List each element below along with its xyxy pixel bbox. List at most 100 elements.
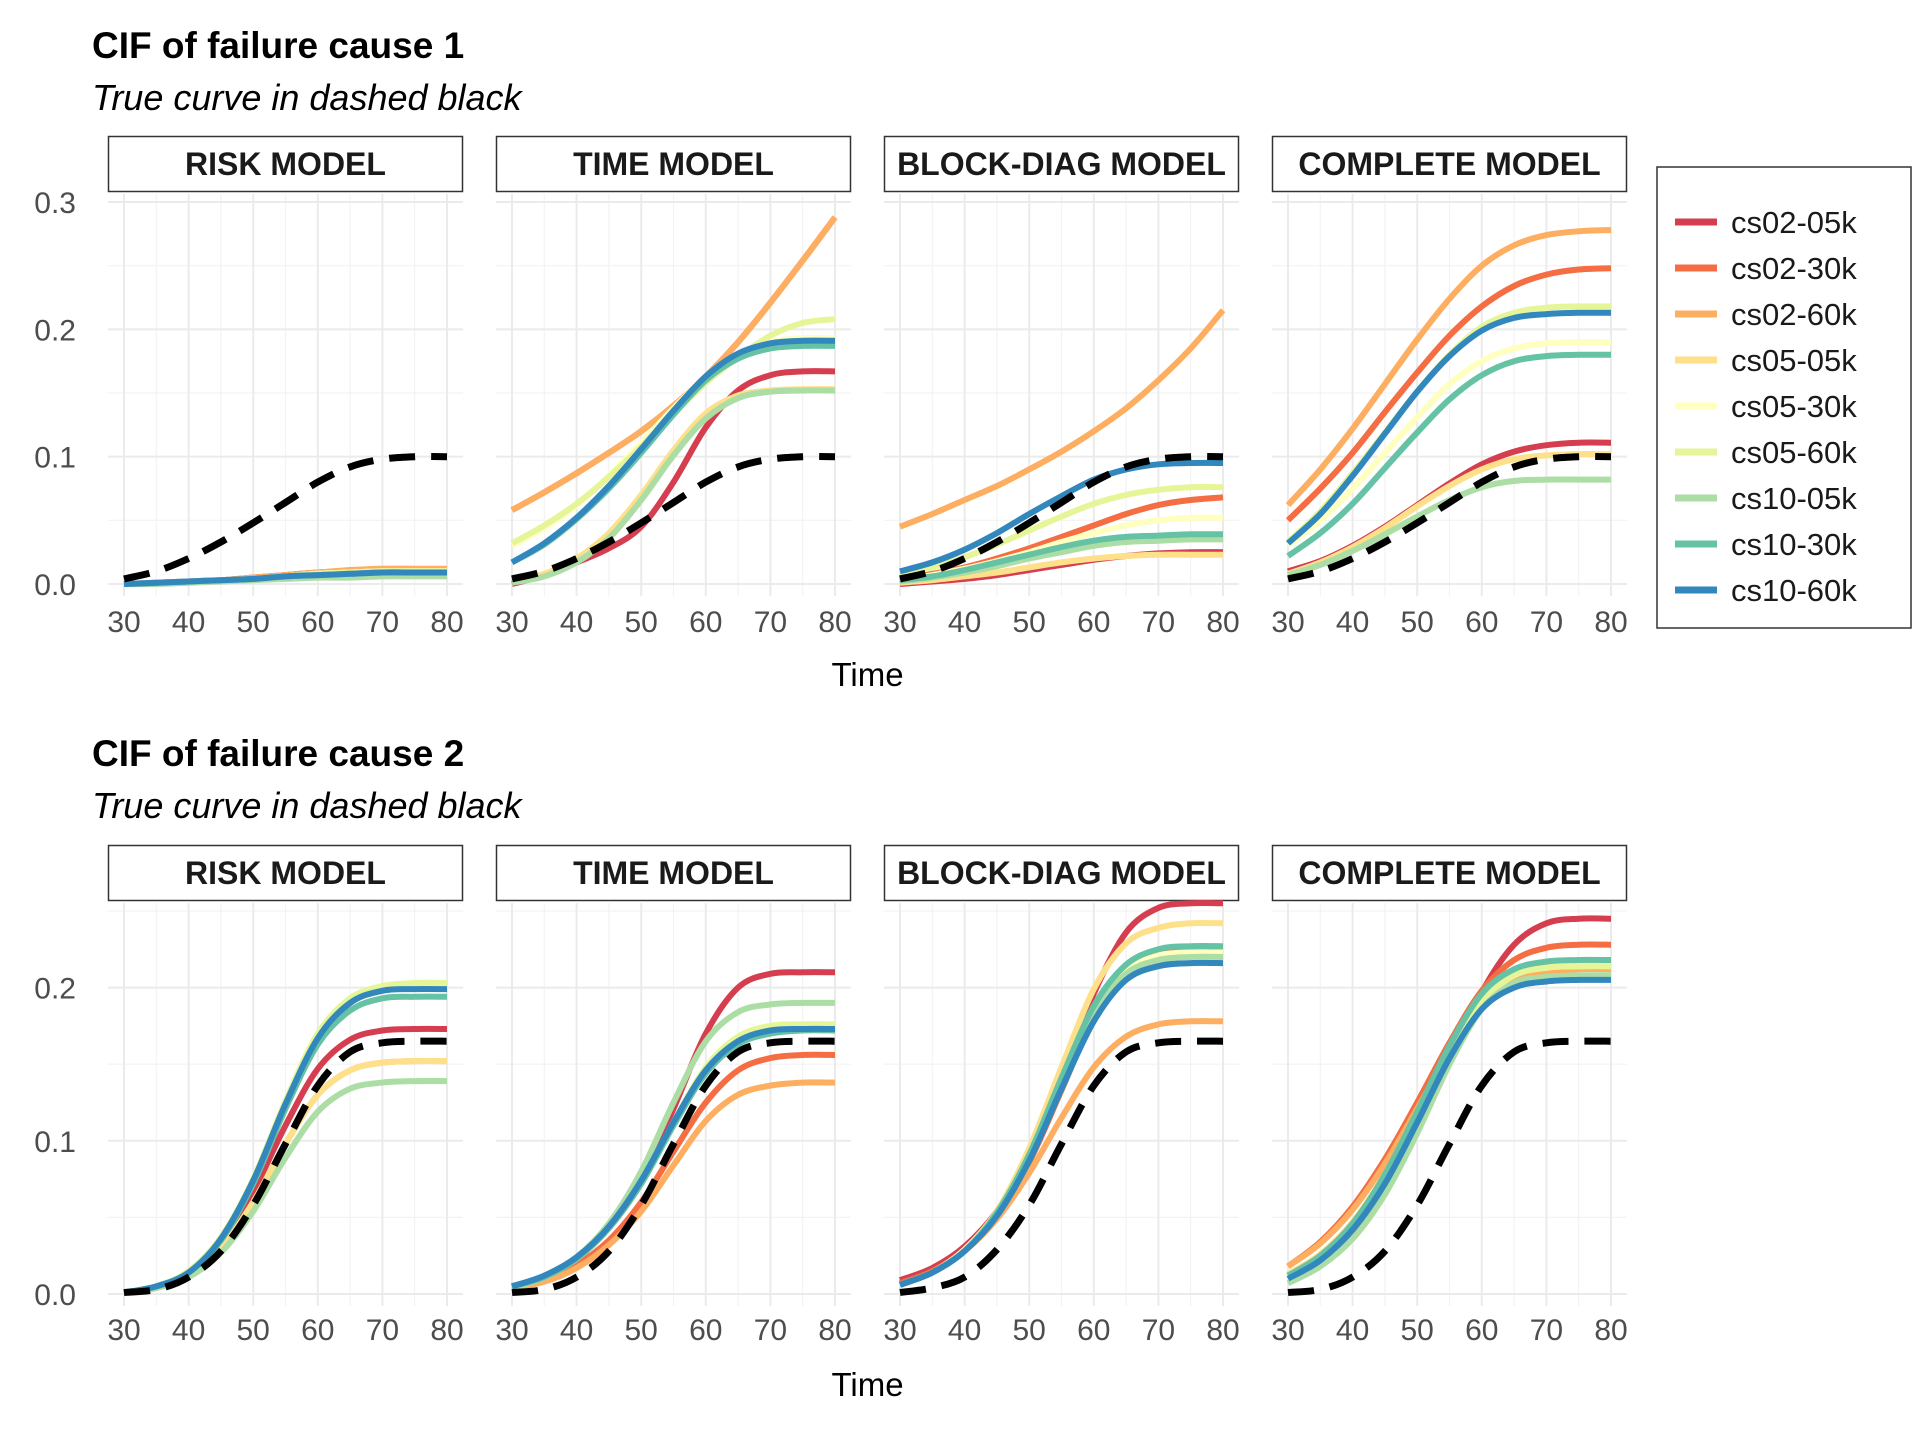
x-tick-label: 30 <box>1271 606 1304 639</box>
x-tick-label: 50 <box>237 1314 270 1347</box>
x-tick-label: 80 <box>818 1314 851 1347</box>
series-line-cs10-60k <box>899 459 1224 575</box>
series-layer <box>1285 227 1612 583</box>
legend-label: cs10-05k <box>1731 481 1857 516</box>
x-tick-label: 70 <box>1142 1314 1175 1347</box>
strip-label: COMPLETE MODEL <box>1298 855 1600 891</box>
strip-label: BLOCK-DIAG MODEL <box>897 146 1226 182</box>
true-curve <box>123 1037 448 1296</box>
strip-box <box>1271 135 1628 193</box>
chart-title: CIF of failure cause 1 <box>92 25 464 66</box>
x-tick-label: 50 <box>625 606 658 639</box>
strip-box <box>107 135 464 193</box>
x-tick-label: 30 <box>883 1314 916 1347</box>
x-tick-label: 50 <box>625 1314 658 1347</box>
x-tick-label: 30 <box>107 1314 140 1347</box>
chart-1: CIF of failure cause 1 True curve in dash… <box>34 25 1627 693</box>
legend-label: cs02-05k <box>1731 205 1857 240</box>
x-tick-label: 60 <box>1465 606 1498 639</box>
x-tick-label: 50 <box>1401 1314 1434 1347</box>
legend-label: cs05-05k <box>1731 343 1857 378</box>
series-line-cs10-30k <box>1286 956 1612 1279</box>
series-line-cs02-60k <box>898 308 1226 530</box>
panel-time-model: TIME MODEL 30 40 50 60 70 80 <box>495 844 852 1347</box>
grid <box>884 903 1239 1306</box>
strip-box <box>883 135 1240 193</box>
y-tick-label: 0.2 <box>34 314 76 347</box>
series-line-cs10-60k <box>511 1025 836 1290</box>
x-tick-label: 60 <box>689 606 722 639</box>
x-tick-label: 40 <box>172 606 205 639</box>
x-tick-label: 30 <box>495 1314 528 1347</box>
x-tick-label: 40 <box>560 1314 593 1347</box>
x-tick-label: 50 <box>1013 606 1046 639</box>
y-tick-label: 0.0 <box>34 1279 76 1312</box>
strip-label: RISK MODEL <box>185 855 386 891</box>
strip-box <box>107 844 464 902</box>
series-layer <box>123 979 448 1296</box>
strip-label: TIME MODEL <box>573 855 774 891</box>
legend-label: cs02-30k <box>1731 251 1857 286</box>
x-tick-label: 30 <box>107 606 140 639</box>
chart-subtitle: True curve in dashed black <box>92 77 524 118</box>
x-tick-label: 80 <box>1206 606 1239 639</box>
legend-label: cs05-60k <box>1731 435 1857 470</box>
x-tick-label: 50 <box>237 606 270 639</box>
series-layer <box>898 899 1224 1296</box>
legend-box <box>1656 166 1912 629</box>
x-tick-label: 40 <box>172 1314 205 1347</box>
x-tick-label: 70 <box>1530 1314 1563 1347</box>
y-tick-label: 0.0 <box>34 569 76 602</box>
true-curve <box>899 1037 1224 1296</box>
series-layer <box>123 452 448 588</box>
strip-box <box>495 135 852 193</box>
true-curve <box>511 452 836 583</box>
x-tick-label: 80 <box>430 606 463 639</box>
x-tick-label: 60 <box>1465 1314 1498 1347</box>
x-tick-label: 80 <box>1594 606 1627 639</box>
series-line-cs10-60k <box>1286 976 1612 1282</box>
x-tick-label: 80 <box>1594 1314 1627 1347</box>
x-axis-title: Time <box>831 656 903 693</box>
legend-label: cs02-60k <box>1731 297 1857 332</box>
strip-label: TIME MODEL <box>573 146 774 182</box>
x-tick-label: 40 <box>948 1314 981 1347</box>
x-tick-label: 60 <box>1077 1314 1110 1347</box>
series-line-cs10-60k <box>510 337 836 565</box>
series-line-cs10-60k <box>1285 309 1612 546</box>
x-tick-label: 40 <box>948 606 981 639</box>
series-layer <box>510 215 838 587</box>
true-curve <box>1287 452 1612 583</box>
x-tick-label: 40 <box>1336 606 1369 639</box>
series-line-cs10-30k <box>1286 351 1612 559</box>
x-tick-label: 30 <box>1271 1314 1304 1347</box>
series-line-cs10-60k <box>898 959 1224 1288</box>
x-tick-label: 70 <box>754 606 787 639</box>
chart-subtitle: True curve in dashed black <box>92 785 524 826</box>
x-tick-label: 70 <box>366 606 399 639</box>
chart-2: CIF of failure cause 2 True curve in dash… <box>34 733 1627 1403</box>
x-tick-label: 80 <box>430 1314 463 1347</box>
x-tick-label: 60 <box>301 606 334 639</box>
x-tick-label: 80 <box>818 606 851 639</box>
legend: cs02-05k cs02-30k cs02-60k cs05-05k cs05-30k… <box>1656 166 1912 629</box>
x-tick-label: 80 <box>1206 1314 1239 1347</box>
strip-label: BLOCK-DIAG MODEL <box>897 855 1226 891</box>
panel-complete-model: COMPLETE MODEL 30 40 50 60 70 80 <box>1271 135 1628 639</box>
x-tick-label: 70 <box>1530 606 1563 639</box>
x-tick-label: 40 <box>560 606 593 639</box>
series-layer <box>511 969 836 1296</box>
strip-box <box>1271 844 1628 902</box>
panel-complete-model: COMPLETE MODEL 30 40 50 60 70 80 <box>1271 844 1628 1347</box>
x-tick-label: 50 <box>1401 606 1434 639</box>
x-tick-label: 50 <box>1013 1314 1046 1347</box>
x-tick-label: 70 <box>366 1314 399 1347</box>
series-layer <box>898 308 1226 587</box>
strip-box <box>495 844 852 902</box>
series-line-cs02-60k <box>511 1079 836 1291</box>
x-tick-label: 70 <box>1142 606 1175 639</box>
true-curve <box>511 1037 836 1296</box>
series-line-cs05-05k <box>899 551 1223 586</box>
